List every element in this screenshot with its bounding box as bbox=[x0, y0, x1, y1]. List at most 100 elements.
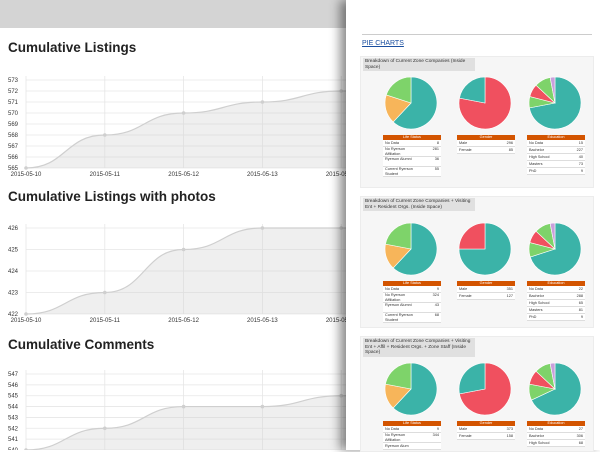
table-header: Life Status bbox=[383, 135, 441, 140]
data-point bbox=[339, 393, 344, 398]
table-row: High School 65 bbox=[527, 300, 585, 307]
table-row: Current Ryerson Student 68 bbox=[383, 313, 441, 323]
table-header: Life Status bbox=[383, 281, 441, 286]
data-point bbox=[181, 404, 186, 409]
y-tick-label: 570 bbox=[8, 111, 19, 117]
table-header: Gender bbox=[457, 135, 515, 140]
row-label: No Data bbox=[385, 427, 399, 431]
row-label: No Ryerson Affiliation bbox=[385, 147, 406, 156]
table-row: Female 158 bbox=[457, 433, 515, 440]
table-row: Bachelor 288 bbox=[527, 293, 585, 300]
pie-chart-container bbox=[457, 221, 513, 282]
row-label: High School bbox=[529, 301, 550, 305]
y-tick-label: 542 bbox=[8, 426, 19, 432]
row-value: 43 bbox=[434, 303, 439, 307]
pie-chart-container bbox=[383, 75, 439, 136]
row-value: 227 bbox=[576, 148, 583, 152]
breakdown-table: Education No Data 27 Bachelor 306 High School… bbox=[527, 421, 585, 447]
breakdown-table: Gender Male 351 Female 127 bbox=[457, 281, 515, 300]
row-value: 40 bbox=[578, 155, 583, 159]
chart-title: Cumulative Comments bbox=[8, 337, 155, 352]
pie-chart bbox=[384, 76, 438, 130]
y-tick-label: 423 bbox=[8, 291, 19, 297]
pie-chart bbox=[458, 362, 512, 416]
panel-title: Breakdown of Current Zone Companies + Vi… bbox=[363, 198, 475, 212]
y-tick-label: 572 bbox=[8, 89, 19, 95]
row-label: PhD bbox=[529, 315, 537, 319]
row-label: PhD bbox=[529, 169, 537, 173]
table-row: No Data 9 bbox=[383, 426, 441, 433]
pie-chart-container bbox=[457, 75, 513, 136]
row-label: High School bbox=[529, 155, 550, 159]
row-label: Bachelor bbox=[529, 148, 544, 152]
pie-panel: Breakdown of Current Zone Companies + Vi… bbox=[360, 196, 594, 328]
table-row: PhD 9 bbox=[527, 314, 585, 321]
pie-chart bbox=[528, 76, 582, 130]
table-row: No Data 27 bbox=[527, 426, 585, 433]
pie-slice bbox=[458, 222, 512, 276]
row-label: Male bbox=[459, 427, 468, 431]
table-row: No Data 15 bbox=[527, 140, 585, 147]
chart-title: Cumulative Listings with photos bbox=[8, 189, 216, 204]
table-row: Masters 81 bbox=[527, 307, 585, 314]
y-tick-label: 540 bbox=[8, 448, 19, 450]
row-label: No Data bbox=[529, 141, 543, 145]
row-value: 55 bbox=[434, 167, 439, 171]
pie-slice bbox=[458, 222, 486, 250]
x-tick-label: 2015-05-12 bbox=[168, 172, 199, 178]
pie-charts-link[interactable]: PIE CHARTS bbox=[362, 40, 404, 47]
row-label: Masters bbox=[529, 162, 543, 166]
chart-title: Cumulative Listings bbox=[8, 40, 137, 55]
y-tick-label: 571 bbox=[8, 100, 19, 106]
y-tick-label: 541 bbox=[8, 437, 19, 443]
row-label: Current Ryerson Student bbox=[385, 313, 413, 322]
pie-chart-container bbox=[527, 361, 583, 422]
pie-slice bbox=[549, 362, 556, 390]
row-value: 85 bbox=[508, 148, 513, 152]
x-tick-label: 2015-05-14 bbox=[326, 318, 348, 324]
table-row: Male 373 bbox=[457, 426, 515, 433]
row-value: 281 bbox=[432, 147, 439, 151]
y-tick-label: 567 bbox=[8, 144, 19, 150]
row-label: Current Ryerson Student bbox=[385, 167, 413, 176]
row-value: 8 bbox=[436, 141, 439, 145]
table-row: Ryerson Alumni 36 bbox=[383, 157, 441, 167]
row-value: 73 bbox=[578, 162, 583, 166]
analytics-page: Cumulative Listings 573 572 571 570 569 568 56… bbox=[0, 0, 348, 450]
breakdown-table: Life Status No Data 9 No Ryerson Affiliatio… bbox=[383, 421, 441, 450]
table-row: Female 127 bbox=[457, 293, 515, 300]
pie-panel: Breakdown of Current Zone Companies (Ins… bbox=[360, 56, 594, 188]
row-value: 127 bbox=[506, 294, 513, 298]
pie-chart bbox=[528, 362, 582, 416]
y-tick-label: 426 bbox=[8, 226, 19, 232]
y-tick-label: 546 bbox=[8, 383, 19, 389]
table-row: Bachelor 306 bbox=[527, 433, 585, 440]
table-row: Female 85 bbox=[457, 147, 515, 154]
data-point bbox=[103, 133, 107, 137]
row-value: 306 bbox=[576, 434, 583, 438]
data-point bbox=[260, 100, 265, 104]
pie-chart bbox=[458, 76, 512, 130]
pie-panel: Breakdown of Current Zone Companies + Vi… bbox=[360, 336, 594, 452]
row-label: No Data bbox=[385, 287, 399, 291]
pie-slice bbox=[458, 362, 486, 395]
table-row: No Data 8 bbox=[383, 140, 441, 147]
row-label: Female bbox=[459, 434, 472, 438]
x-tick-label: 2015-05-11 bbox=[90, 172, 121, 178]
breakdown-table: Education No Data 15 Bachelor 227 High School… bbox=[527, 135, 585, 175]
row-label: Ryerson Alum bbox=[385, 444, 409, 448]
y-tick-label: 422 bbox=[8, 312, 19, 318]
row-label: High School bbox=[529, 441, 550, 445]
data-point bbox=[103, 426, 107, 431]
row-value: 9 bbox=[436, 287, 439, 291]
table-row: High School 68 bbox=[527, 440, 585, 447]
pie-chart bbox=[384, 362, 438, 416]
y-tick-label: 543 bbox=[8, 415, 19, 421]
y-tick-label: 425 bbox=[8, 248, 19, 254]
pie-slice bbox=[392, 222, 438, 276]
row-value: 22 bbox=[578, 287, 583, 291]
x-tick-label: 2015-05-10 bbox=[11, 318, 42, 324]
y-tick-label: 424 bbox=[8, 269, 19, 275]
table-row: Masters 73 bbox=[527, 161, 585, 168]
x-tick-label: 2015-05-13 bbox=[247, 172, 278, 178]
